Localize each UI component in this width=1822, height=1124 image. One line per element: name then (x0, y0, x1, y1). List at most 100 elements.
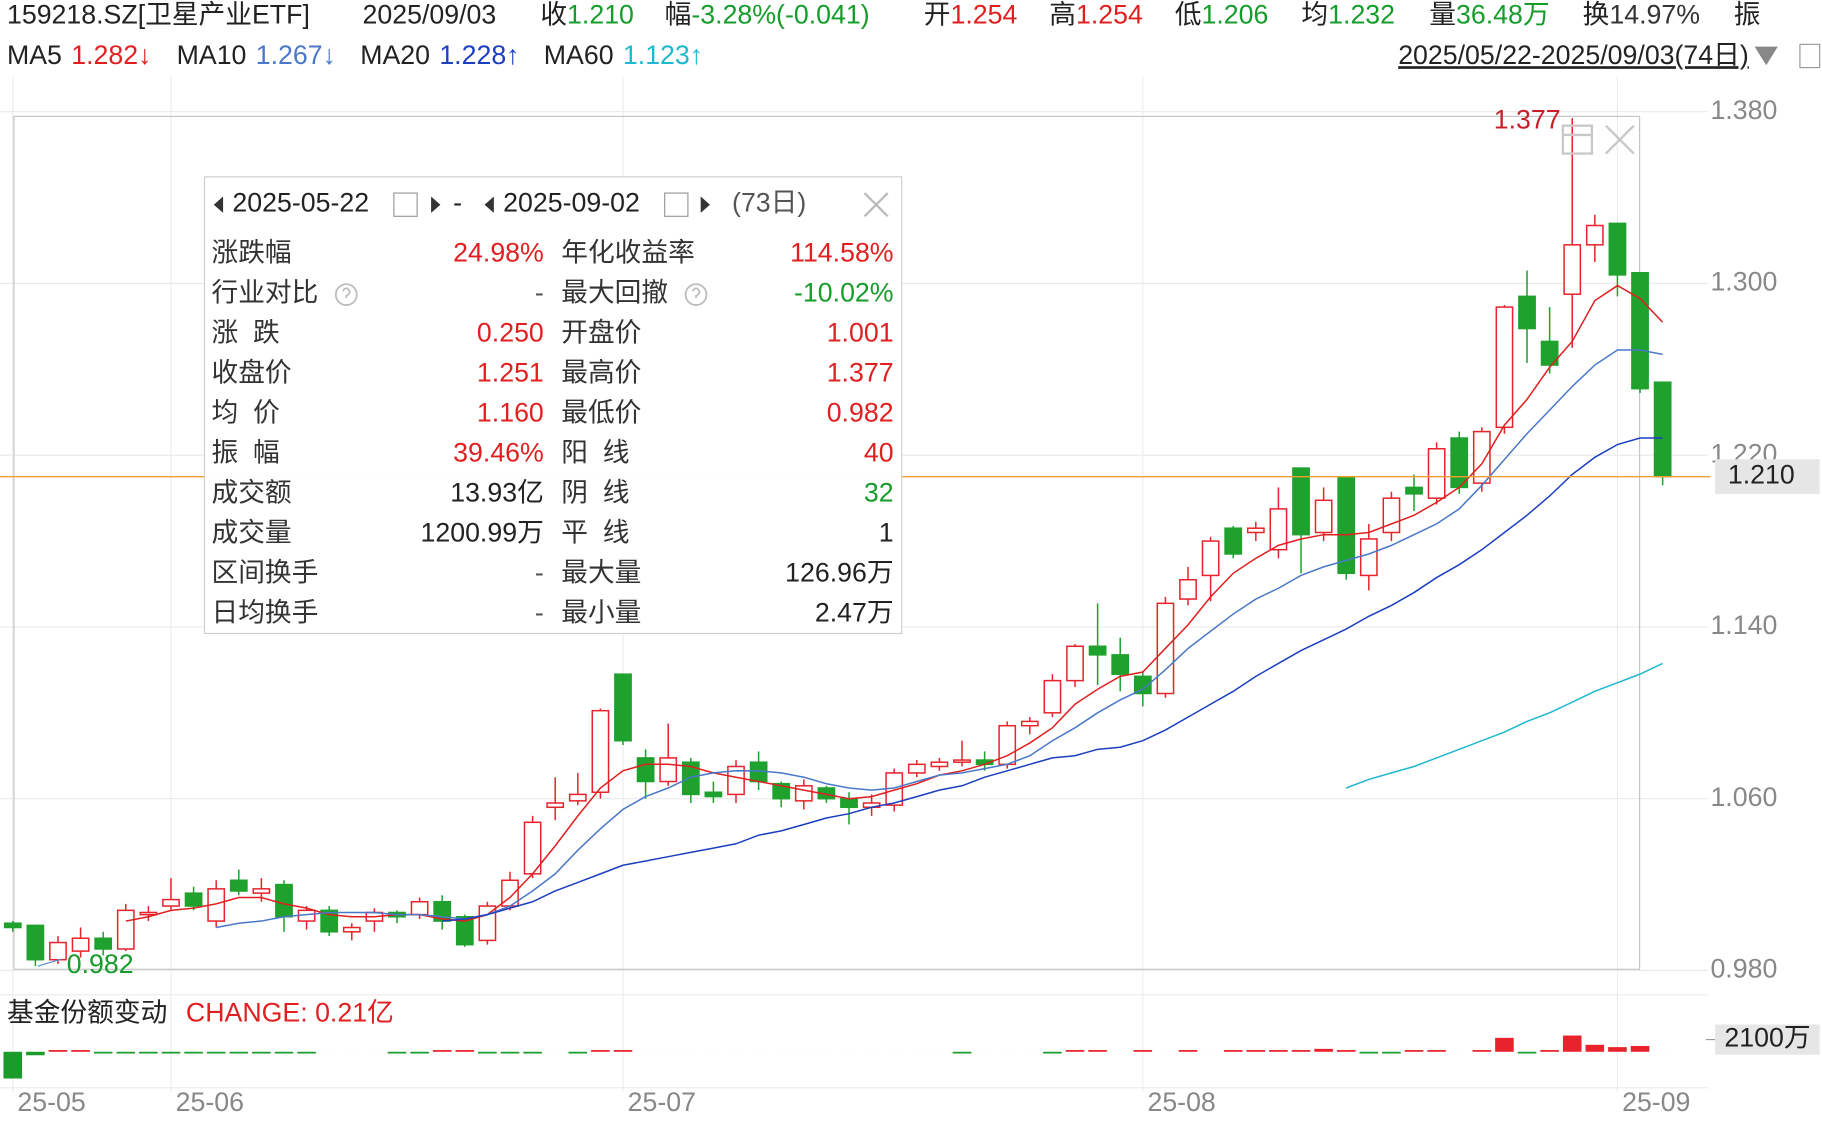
candle-body (71, 937, 90, 952)
quote-label: 高 (1049, 0, 1076, 30)
summary-value: 1.377 (827, 358, 894, 388)
quote-value: 1.210 (567, 0, 634, 30)
candle-body (1043, 679, 1062, 714)
candle-body (49, 941, 67, 961)
bar (1178, 1050, 1198, 1052)
candle-body (1472, 430, 1491, 484)
summary-label: 年化收益率 (561, 238, 695, 268)
candle-body (1088, 645, 1107, 656)
summary-label: 成交量 (211, 518, 291, 548)
summary-value: 126.96万 (785, 557, 893, 587)
candle-body (1246, 527, 1265, 534)
candle-body (1179, 578, 1197, 600)
bar (1336, 1050, 1356, 1052)
ma-name: MA10 (177, 40, 247, 70)
x-tick-label: 25-08 (1147, 1087, 1215, 1117)
quote-label: 量 (1429, 0, 1456, 30)
bar (478, 1051, 497, 1054)
candle-body (840, 797, 858, 809)
help-icon[interactable] (684, 283, 708, 306)
summary-value: 24.98% (453, 238, 544, 268)
candle-body (1653, 381, 1672, 478)
summary-value: 32 (864, 478, 894, 508)
ma-line (1345, 662, 1663, 789)
summary-label: 涨跌幅 (211, 238, 291, 268)
summary-value: - (535, 278, 544, 308)
candle-body (229, 879, 248, 892)
restore-icon[interactable] (1561, 124, 1594, 155)
summary-value: - (535, 597, 544, 627)
x-tick-label: 25-09 (1622, 1087, 1690, 1117)
summary-value: 1 (879, 518, 894, 548)
quote-date: 2025/09/03 (363, 0, 497, 30)
candle-body (591, 709, 610, 794)
prev-end[interactable] (484, 196, 494, 213)
candle-body (1608, 222, 1627, 276)
candle-body (1111, 654, 1130, 675)
candle-body (455, 916, 474, 946)
summary-label: 最低价 (561, 398, 641, 428)
ma-legend-entry: MA5 1.282↓ (7, 40, 151, 70)
quote: 换14.97% (1583, 0, 1700, 30)
bar (410, 1051, 429, 1054)
candle-body (1585, 224, 1604, 246)
end-date[interactable]: 2025-09-02 (503, 188, 640, 218)
bar (1562, 1035, 1582, 1052)
range-separator: - (453, 188, 462, 218)
help-icon[interactable] (334, 283, 358, 306)
prev-start[interactable] (213, 196, 224, 213)
high-label: 1.377 (1494, 105, 1561, 135)
summary-value: 40 (864, 438, 894, 468)
summary-label: 阳 线 (561, 438, 629, 468)
quote-value: 1.254 (1076, 0, 1143, 30)
help-glyph (342, 287, 351, 299)
candle-body (1450, 437, 1469, 489)
bar (591, 1050, 610, 1052)
date-range[interactable]: 2025/05/22-2025/09/03(74日) (1398, 40, 1749, 70)
next-start[interactable] (431, 196, 441, 213)
start-date[interactable]: 2025-05-22 (232, 188, 369, 218)
ma-value: 1.228↑ (439, 40, 519, 70)
bar (1540, 1050, 1559, 1052)
candle-body (1563, 244, 1582, 295)
summary-panel: 2025-05-22 - 2025-09-02 (73日) 涨跌幅 24.98% 年… (203, 176, 903, 635)
candle-body (1066, 645, 1084, 682)
bar (48, 1050, 68, 1052)
panel-title: 基金份额变动 (7, 998, 167, 1028)
quote-label: 收 (540, 0, 567, 30)
calendar-icon[interactable] (393, 192, 418, 217)
toolbar-icon[interactable] (1799, 43, 1821, 69)
summary-label: 开盘价 (561, 318, 641, 348)
summary-value: 114.58% (790, 238, 894, 268)
candle-body (1020, 720, 1039, 727)
next-end[interactable] (700, 196, 710, 213)
range-dropdown[interactable] (1754, 46, 1778, 66)
candle-body (704, 791, 723, 798)
candle-body (953, 759, 971, 763)
quote-value: 14.97% (1609, 0, 1700, 30)
candle-body (636, 757, 655, 783)
y-tick-label: 2100万 (1724, 1023, 1810, 1053)
quote-label: 振 (1734, 0, 1761, 30)
ma-name: MA5 (7, 40, 62, 70)
bar (1065, 1050, 1085, 1052)
candle-body (1631, 271, 1649, 390)
close-icon[interactable] (1605, 124, 1635, 155)
summary-value: 0.982 (827, 398, 894, 428)
summary-close[interactable] (863, 192, 889, 218)
bar (1404, 1050, 1424, 1052)
bar (1359, 1051, 1379, 1054)
bar (116, 1051, 136, 1054)
summary-value: 0.250 (477, 318, 544, 348)
panel-subtitle: CHANGE: 0.21亿 (186, 998, 394, 1028)
quote: 高1.254 (1049, 0, 1143, 30)
candle-body (162, 898, 180, 907)
calendar-icon[interactable] (664, 192, 689, 217)
summary-box (203, 176, 903, 635)
candle-body (1269, 508, 1288, 551)
summary-value: 2.47万 (815, 597, 894, 627)
quote-value: 1.206 (1202, 0, 1269, 30)
bar (184, 1051, 203, 1054)
candle-body (546, 802, 565, 809)
